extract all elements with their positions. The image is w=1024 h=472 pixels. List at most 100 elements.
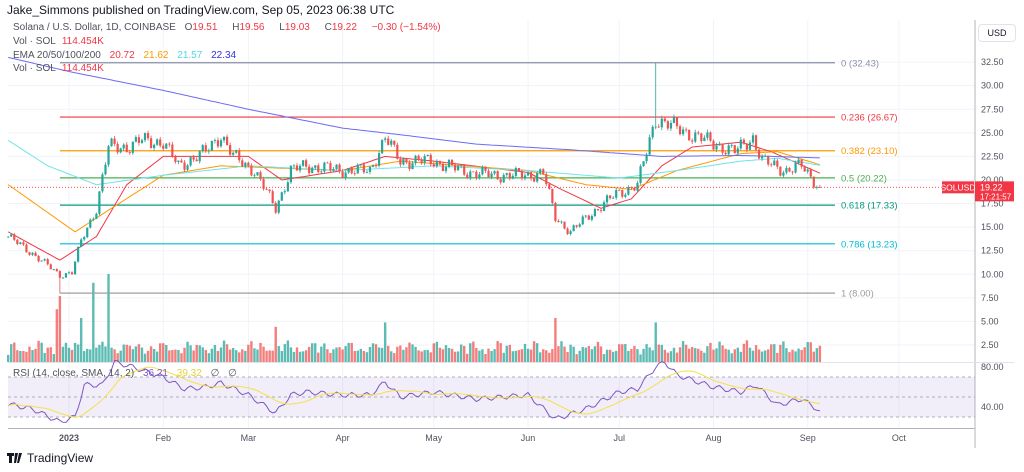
candle [764, 153, 767, 158]
volume-bar [341, 349, 344, 362]
volume-bar [347, 342, 350, 362]
candle [581, 214, 584, 226]
candle [216, 137, 220, 149]
candle-body [429, 154, 432, 165]
volume-bar [171, 349, 174, 362]
volume-bar [466, 353, 469, 362]
volume-bar [429, 352, 432, 362]
volume-bar [493, 349, 496, 362]
candle-body [77, 247, 80, 262]
candle-body [615, 189, 618, 198]
tradingview-logo[interactable]: TradingView [7, 451, 93, 465]
volume-bar [566, 352, 569, 362]
candle [575, 224, 578, 229]
ema50-value: 21.62 [143, 50, 169, 61]
volume-bar [584, 347, 587, 362]
candle [174, 154, 177, 164]
volume-bar [137, 344, 141, 362]
candle [341, 169, 344, 179]
candle-body [314, 165, 317, 168]
candle [7, 236, 10, 239]
candle [241, 157, 244, 167]
candle-body [390, 140, 393, 145]
candle [180, 158, 183, 163]
hidden-value-icon: ∅ [210, 368, 220, 379]
candle [19, 241, 22, 245]
candle-body [794, 163, 797, 173]
volume-bar [289, 347, 293, 362]
candle [362, 162, 365, 175]
candle-body [517, 168, 521, 172]
candle [101, 172, 104, 193]
volume-bar [408, 342, 411, 362]
candle-body [70, 272, 74, 275]
candle-body [712, 140, 715, 150]
candle [782, 170, 785, 178]
volume-bar [590, 349, 594, 362]
ema-legend[interactable]: EMA 20/50/100/200 20.72 21.62 21.57 22.3… [13, 50, 237, 61]
volume-legend[interactable]: Vol · SOL 114.454K [13, 36, 104, 47]
rsi-legend[interactable]: RSI (14, close, SMA, 14, 2) 36.21 39.32 … [13, 368, 237, 379]
open-value: 19.51 [192, 22, 218, 33]
volume-bar [259, 342, 262, 362]
candle-body [718, 143, 721, 146]
volume-bar [423, 350, 426, 362]
candle [201, 144, 204, 153]
candle [143, 132, 147, 143]
candle-body [216, 140, 220, 147]
candle [104, 162, 107, 176]
candle [457, 163, 460, 171]
candle-body [73, 261, 77, 275]
candle-body [137, 137, 141, 143]
candle [332, 166, 335, 173]
volume-bar [627, 350, 630, 362]
candle-body [28, 252, 31, 255]
volume-bar [684, 344, 688, 362]
candle-body [481, 166, 484, 175]
candle-body [356, 164, 359, 174]
volume-bar [107, 274, 110, 362]
volume-bar [119, 350, 122, 362]
candle [517, 167, 521, 172]
volume-bar [210, 348, 214, 362]
candle [402, 157, 405, 166]
candle [435, 159, 438, 168]
candle [134, 135, 137, 143]
volume-legend-2[interactable]: Vol · SOL 114.454K [13, 63, 104, 74]
candle [131, 141, 134, 155]
candle [767, 155, 770, 167]
volume-bar [459, 344, 463, 362]
candle-body [140, 140, 144, 143]
candle [250, 163, 253, 177]
candle [545, 171, 548, 187]
candle-body [107, 146, 110, 165]
volume-bar [380, 347, 384, 362]
volume-bar [283, 344, 287, 362]
volume-bar [83, 351, 86, 362]
volume-bar [797, 348, 800, 362]
candle-body [295, 165, 299, 171]
candle [596, 208, 600, 212]
volume-bar [28, 346, 31, 362]
volume-bar [405, 347, 408, 362]
candle [153, 143, 156, 151]
candle [584, 214, 587, 219]
candle [192, 154, 195, 162]
candle [301, 160, 305, 168]
candle [365, 169, 369, 174]
candle-body [761, 156, 764, 159]
volume-bar [453, 351, 457, 362]
currency-button[interactable]: USD [978, 24, 1016, 42]
candle-body [19, 242, 22, 245]
candle [542, 168, 545, 175]
candle [89, 218, 92, 229]
candle [754, 134, 758, 152]
candle [67, 271, 71, 275]
candle [256, 171, 259, 176]
candle-body [417, 155, 420, 161]
symbol-name[interactable]: Solana / U.S. Dollar, 1D, COINBASE [13, 22, 176, 33]
fib-level-label: 0.236 (26.67) [841, 113, 898, 124]
volume-bar [608, 349, 612, 362]
candle [137, 134, 141, 146]
